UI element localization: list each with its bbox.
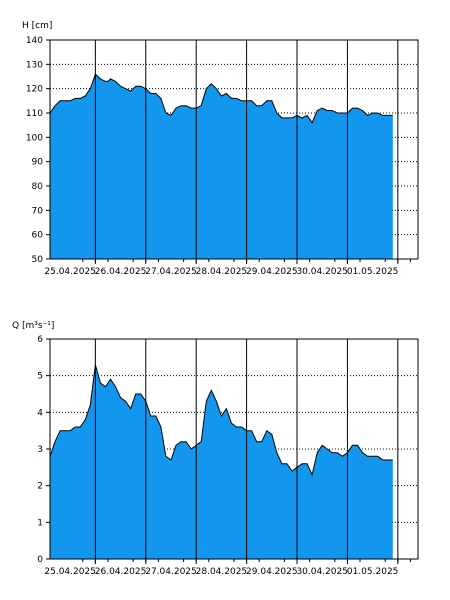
water-level-series-line: [49, 73, 393, 124]
discharge-axis-title: Q [m³s⁻¹]: [12, 321, 54, 331]
water-level-axis-title: H [cm]: [22, 21, 52, 31]
water-level-series-fill: [50, 74, 393, 259]
water-level-chart: H [cm] 50 60 70 80 90 100 110 120 130 140 25.04.2…: [22, 21, 419, 277]
discharge-y-tick-label: 0: [37, 555, 43, 565]
water-level-x-tick-label: 01.05.2025: [347, 267, 399, 277]
water-level-area: [49, 73, 393, 259]
discharge-chart: Q [m³s⁻¹] 0 1 2 3 4 5 6 25.04.202526.04.202527…: [12, 321, 419, 577]
discharge-x-ticks: 25.04.202526.04.202527.04.202528.04.2025…: [44, 559, 411, 577]
water-level-y-tick-label: 80: [32, 182, 44, 192]
water-level-x-tick-label: 30.04.2025: [296, 267, 348, 277]
water-level-y-tick-label: 90: [32, 158, 44, 168]
discharge-x-tick-label: 28.04.2025: [196, 567, 248, 577]
discharge-x-tick-label: 29.04.2025: [246, 567, 298, 577]
discharge-x-tick-label: 26.04.2025: [95, 567, 147, 577]
discharge-y-tick-label: 4: [37, 408, 43, 418]
discharge-y-tick-label: 2: [37, 482, 43, 492]
discharge-x-tick-label: 30.04.2025: [296, 567, 348, 577]
water-level-y-tick-label: 60: [32, 231, 44, 241]
water-level-day-lines: [94, 40, 399, 259]
discharge-series-line: [49, 364, 393, 477]
water-level-y-ticks: 50 60 70 80 90 100 110 120 130 140: [26, 36, 50, 265]
water-level-y-tick-label: 70: [32, 206, 44, 216]
discharge-y-tick-label: 3: [37, 445, 43, 455]
discharge-day-lines: [94, 339, 399, 559]
water-level-x-ticks: 25.04.202526.04.202527.04.202528.04.2025…: [44, 259, 411, 277]
water-level-x-tick-label: 29.04.2025: [246, 267, 298, 277]
water-level-y-tick-label: 140: [26, 36, 43, 46]
discharge-x-tick-label: 01.05.2025: [347, 567, 399, 577]
water-level-x-tick-label: 28.04.2025: [196, 267, 248, 277]
discharge-y-tick-label: 1: [37, 518, 43, 528]
discharge-y-ticks: 0 1 2 3 4 5 6: [37, 335, 50, 565]
discharge-area: [49, 364, 393, 559]
discharge-y-tick-label: 6: [37, 335, 43, 345]
discharge-y-tick-label: 5: [37, 372, 43, 382]
water-level-y-tick-label: 100: [26, 133, 43, 143]
discharge-series-fill: [50, 364, 393, 559]
water-level-x-tick-label: 27.04.2025: [145, 267, 197, 277]
water-level-x-tick-label: 26.04.2025: [95, 267, 147, 277]
water-level-y-tick-label: 120: [26, 85, 43, 95]
discharge-x-tick-label: 27.04.2025: [145, 567, 197, 577]
discharge-x-tick-label: 25.04.2025: [44, 567, 96, 577]
water-level-y-tick-label: 110: [26, 109, 43, 119]
water-level-x-tick-label: 25.04.2025: [44, 267, 96, 277]
water-level-y-tick-label: 50: [32, 255, 44, 265]
water-level-y-tick-label: 130: [26, 60, 43, 70]
